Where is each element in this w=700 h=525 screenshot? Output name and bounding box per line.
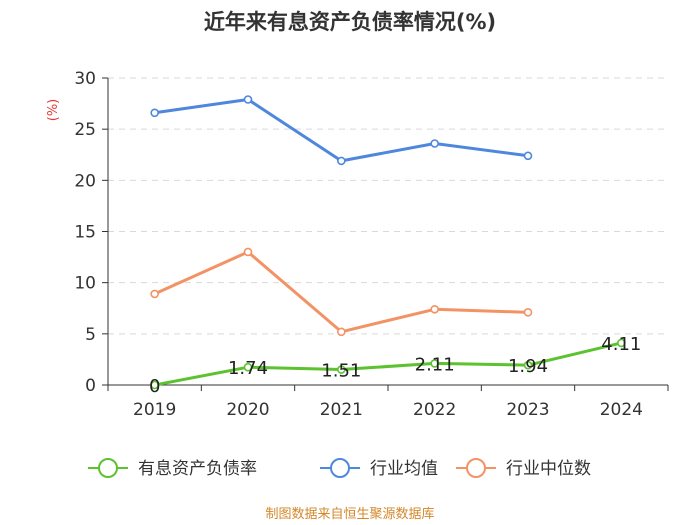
legend-item-0: 有息资产负债率 — [88, 458, 257, 479]
data-label-2021: 1.51 — [321, 361, 361, 382]
point-2-2022 — [430, 304, 439, 314]
series-2 — [150, 247, 533, 337]
series-1 — [150, 95, 533, 166]
series-line-1 — [154, 97, 529, 163]
point-1-2023 — [523, 151, 533, 161]
point-1-2021 — [337, 156, 346, 166]
point-2-2020 — [243, 247, 253, 257]
x-tick-label-2021: 2021 — [320, 400, 363, 420]
legend-marker — [466, 458, 486, 478]
legend: 有息资产负债率 行业均值 行业中位数 — [88, 458, 591, 479]
y-tick-label: 5 — [85, 325, 96, 345]
point-1-2022 — [430, 139, 439, 148]
source-note: 制图数据来自恒生聚源数据库 — [265, 507, 435, 522]
series-layer — [150, 95, 626, 390]
point-0-2020 — [243, 362, 253, 372]
y-axis-unit: (%) — [46, 99, 61, 122]
y-tick-label: 10 — [74, 274, 96, 294]
point-2-2023 — [523, 308, 533, 317]
point-0-2019 — [150, 380, 159, 390]
series-line-2 — [154, 250, 529, 334]
x-tick-label-2022: 2022 — [413, 400, 456, 420]
point-2-2021 — [337, 327, 346, 337]
legend-item-2: 行业中位数 — [456, 458, 591, 479]
data-label-2022: 2.11 — [415, 354, 455, 375]
legend-marker — [98, 458, 118, 478]
point-1-2020 — [243, 95, 253, 104]
point-0-2021 — [337, 365, 346, 374]
data-label-2023: 1.94 — [508, 356, 548, 377]
x-tick-label-2023: 2023 — [506, 400, 549, 420]
legend-marker — [330, 458, 350, 478]
legend-label: 有息资产负债率 — [138, 459, 257, 479]
data-labels: 0 1.74 1.51 2.11 1.94 4.11 — [149, 334, 641, 397]
x-tick-label-2019: 2019 — [133, 400, 176, 420]
y-tick-label: 30 — [74, 69, 96, 89]
x-tick-label-2020: 2020 — [226, 400, 269, 420]
legend-item-1: 行业均值 — [320, 458, 438, 479]
series-0 — [150, 338, 626, 390]
chart-title: 近年来有息资产负债率情况(%) — [203, 10, 497, 34]
data-label-2019: 0 — [149, 376, 160, 397]
y-tick-label: 15 — [74, 223, 96, 243]
y-tick-label: 20 — [74, 171, 96, 191]
point-2-2019 — [150, 289, 159, 299]
point-1-2019 — [150, 108, 159, 118]
data-label-2020: 1.74 — [228, 358, 268, 379]
y-tick-label: 0 — [85, 376, 96, 396]
point-0-2023 — [523, 360, 533, 370]
y-tick-label: 25 — [74, 120, 96, 140]
point-0-2022 — [430, 359, 439, 368]
point-0-2024 — [617, 338, 626, 348]
grid-lines — [108, 77, 668, 335]
x-tick-label-2024: 2024 — [600, 400, 643, 420]
legend-label: 行业均值 — [370, 459, 438, 479]
data-label-2024: 4.11 — [601, 334, 641, 355]
axes: 0 5 10 15 20 25 30 (%) 2019 2020 2021 2022 2023 2024 — [46, 69, 669, 420]
legend-label: 行业中位数 — [506, 459, 591, 479]
series-line-0 — [154, 341, 622, 387]
